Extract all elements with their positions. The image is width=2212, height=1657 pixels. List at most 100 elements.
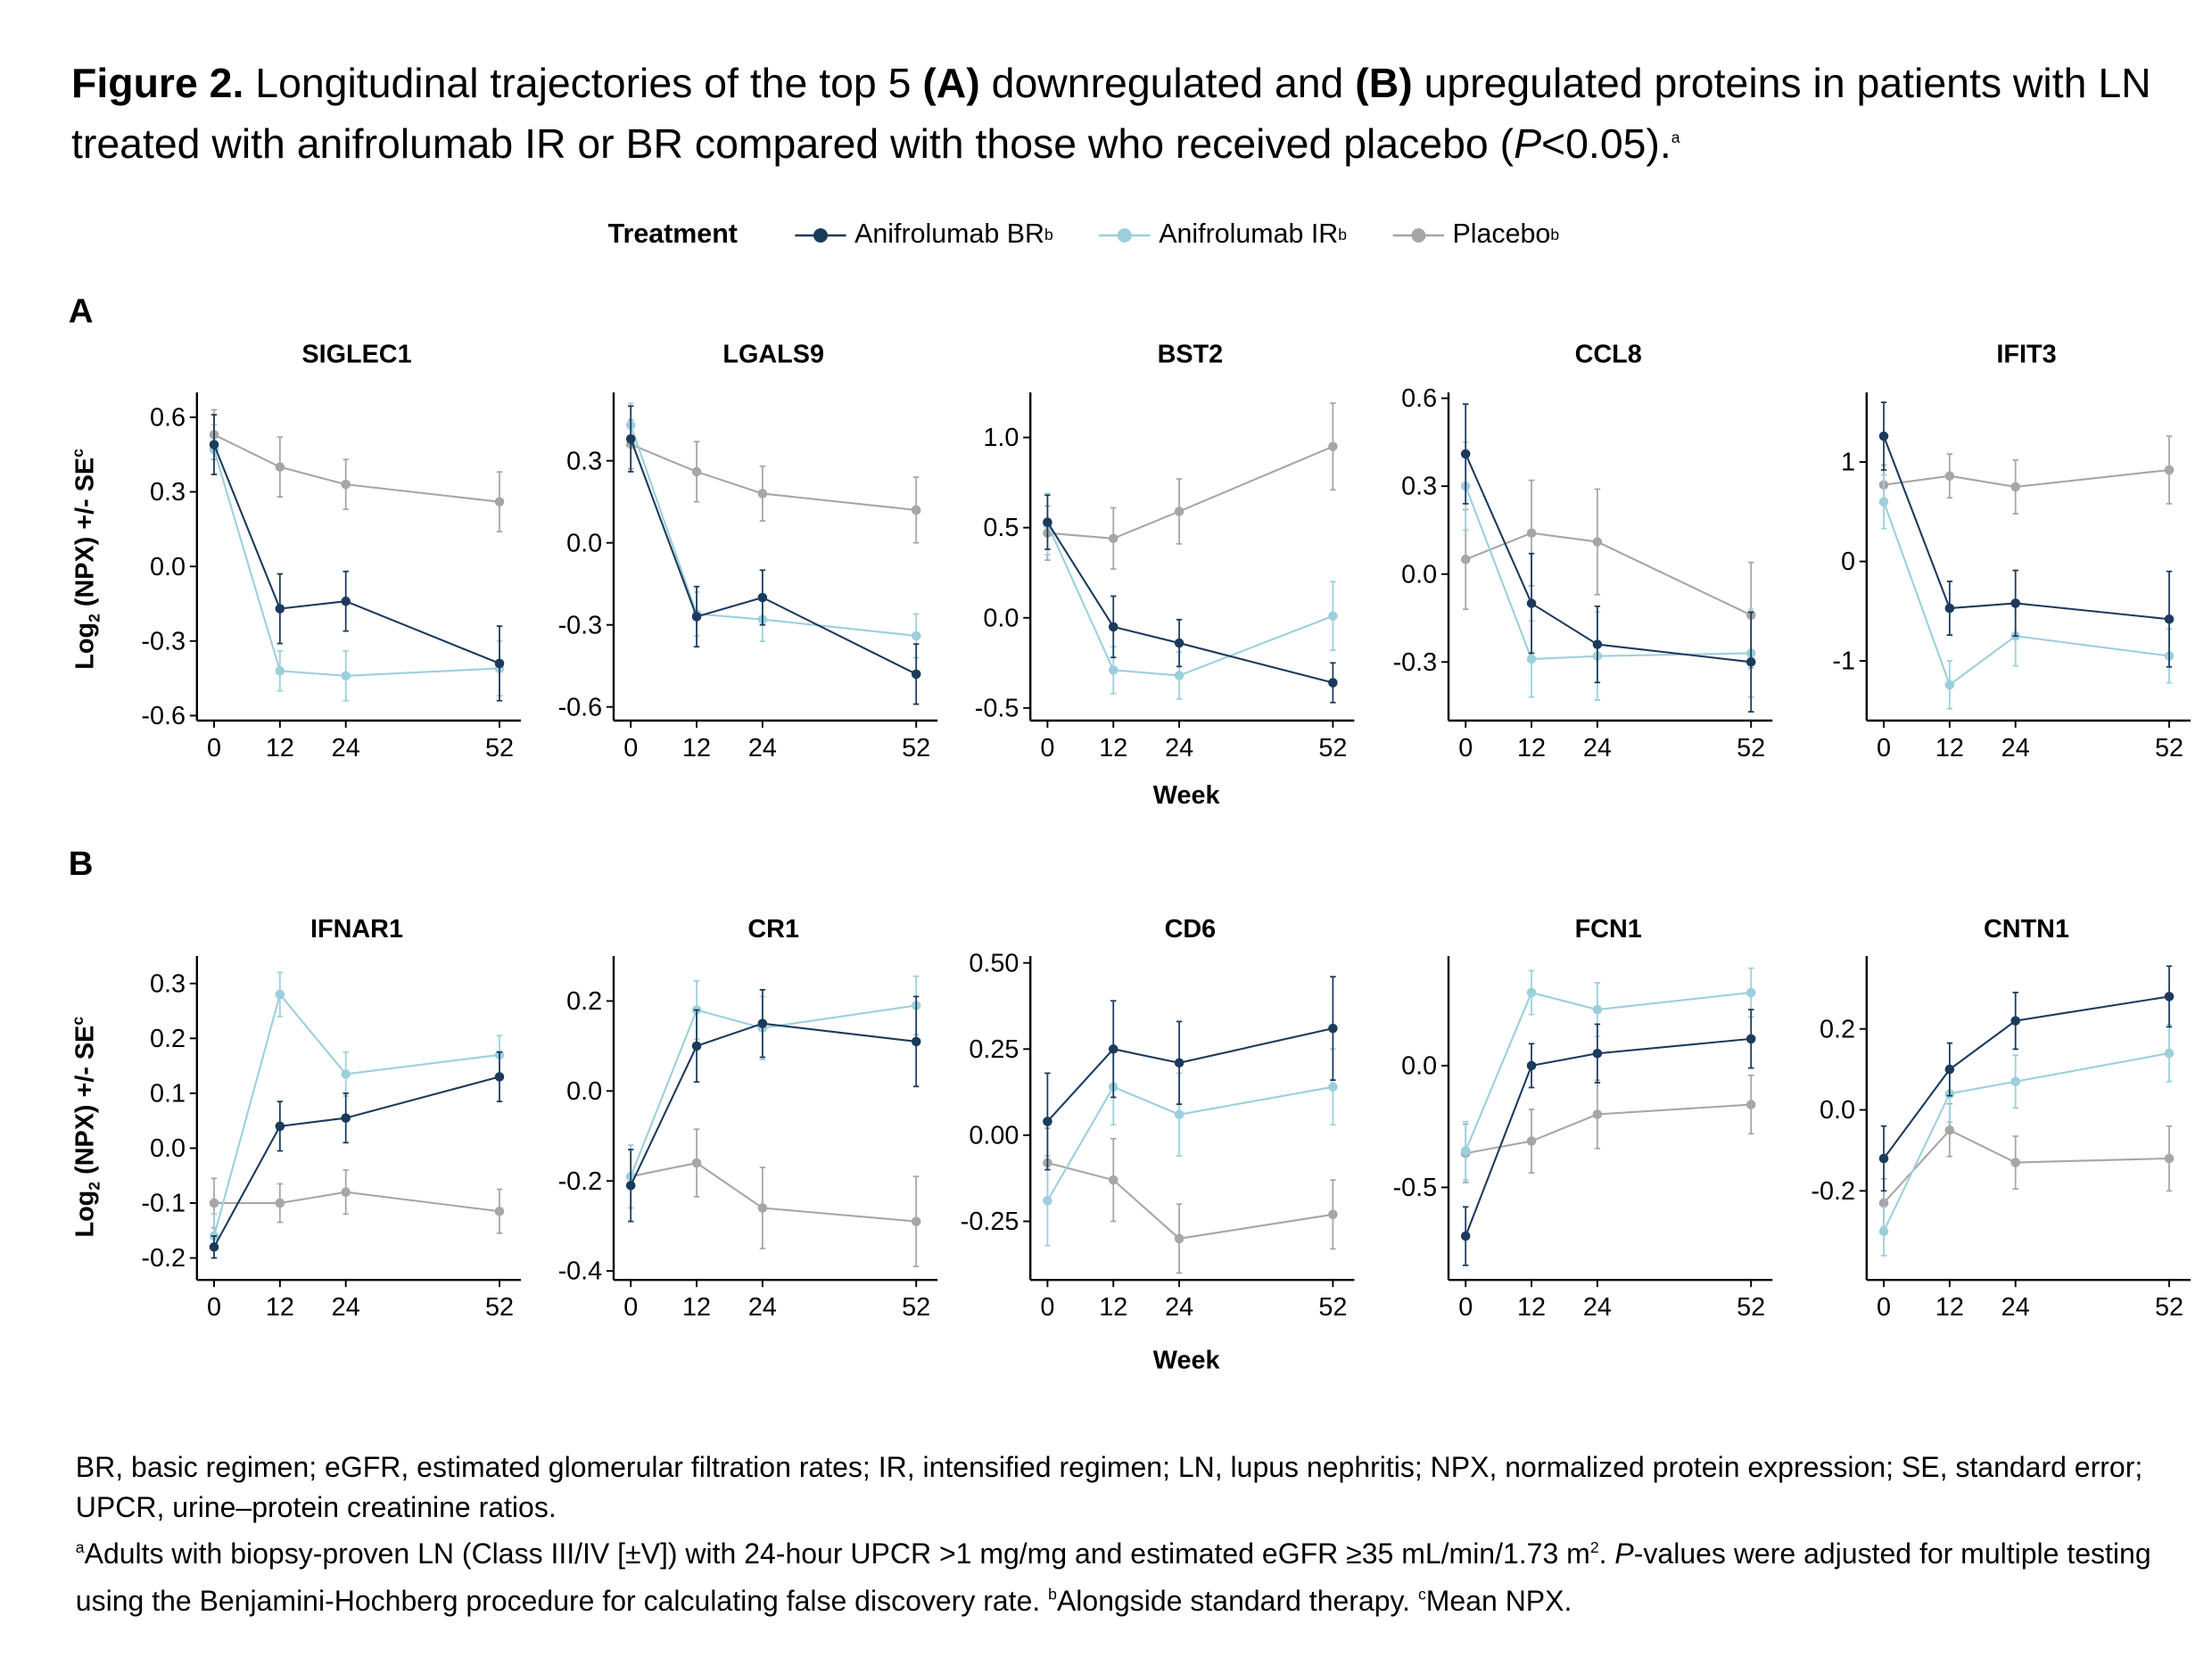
- data-point: [1944, 1125, 1955, 1135]
- series-line: [630, 1004, 917, 1177]
- y-tick-label: 0.0: [1401, 560, 1437, 589]
- data-point: [2164, 992, 2175, 1002]
- series-placebo: [1043, 402, 1338, 571]
- data-point: [1043, 1196, 1052, 1206]
- data-point: [691, 1158, 702, 1168]
- panel-fcn1: -0.5 0.0 0 12 24 52: [1393, 956, 1773, 1322]
- data-point: [911, 631, 921, 641]
- y-tick-label: 0.00: [969, 1122, 1019, 1150]
- panel-siglec1: -0.6 -0.3 0.0 0.3 0.6 0 12 24 52: [141, 392, 522, 763]
- y-tick-label: 0.5: [983, 514, 1019, 542]
- data-point: [1592, 639, 1603, 649]
- series-line: [630, 1161, 917, 1223]
- panel-title: IFIT3: [1996, 339, 2057, 368]
- data-point: [1746, 657, 1756, 667]
- series-placebo: [209, 1169, 505, 1234]
- x-tick-label: 0: [1040, 1293, 1054, 1322]
- x-tick-label: 24: [1165, 1293, 1193, 1322]
- panel-title: SIGLEC1: [301, 339, 412, 368]
- x-tick-label: 24: [332, 734, 360, 763]
- x-tick-label: 24: [332, 1293, 360, 1322]
- x-tick-label: 52: [2155, 734, 2183, 763]
- data-point: [757, 1203, 768, 1213]
- data-point: [1108, 665, 1118, 675]
- x-tick-label: 24: [1583, 1293, 1612, 1322]
- legend-title: Treatment: [607, 219, 738, 250]
- y-tick-label: -0.3: [141, 627, 186, 655]
- data-point: [1108, 533, 1118, 544]
- series-anifrolumab-br: [625, 405, 921, 705]
- x-tick-label: 12: [1517, 1293, 1546, 1322]
- data-point: [1174, 1233, 1184, 1244]
- data-point: [1526, 528, 1537, 538]
- panel-title: CD6: [1164, 914, 1217, 944]
- data-point: [1592, 537, 1603, 547]
- data-point: [1043, 517, 1052, 527]
- legend-label: Placebo: [1452, 219, 1551, 250]
- series-placebo: [209, 408, 505, 533]
- panel-ifnar1: -0.2 -0.1 0.0 0.1 0.2 0.3 0 12 24 52: [141, 956, 522, 1322]
- data-point: [1592, 1048, 1603, 1059]
- data-point: [494, 1206, 505, 1216]
- series-placebo: [1460, 479, 1756, 669]
- series-placebo: [625, 1128, 921, 1267]
- data-point: [209, 1198, 219, 1208]
- x-tick-label: 52: [485, 1293, 514, 1322]
- y-tick-label: -0.3: [1393, 648, 1438, 677]
- fn-p: P: [1614, 1538, 1634, 1571]
- x-tick-label: 12: [266, 1293, 294, 1322]
- series-anifrolumab-br: [625, 988, 921, 1223]
- series-anifrolumab-br: [1878, 401, 2175, 668]
- panel-label-b: B: [68, 845, 94, 884]
- data-point: [1746, 1100, 1756, 1109]
- x-tick-label: 0: [1040, 734, 1054, 763]
- series-anifrolumab-br: [209, 414, 505, 702]
- data-point: [341, 1187, 351, 1197]
- series-line: [1465, 991, 1752, 1151]
- x-tick-label: 12: [682, 1293, 711, 1322]
- y-tick-label: -0.2: [141, 1244, 186, 1273]
- x-tick-label: 52: [1318, 1293, 1347, 1322]
- title-b: (B): [1355, 61, 1413, 107]
- data-point: [1526, 654, 1537, 664]
- y-tick-label: 1: [1841, 449, 1855, 477]
- x-tick-label: 0: [1458, 734, 1473, 763]
- series-line: [1465, 485, 1752, 661]
- data-point: [1460, 555, 1471, 565]
- footnote-abbreviations: BR, basic regimen; eGFR, estimated glome…: [75, 1452, 2143, 1524]
- data-point: [2164, 1153, 2175, 1164]
- x-tick-label: 24: [2002, 1293, 2030, 1322]
- y-tick-label: 0.0: [566, 1077, 602, 1106]
- series-anifrolumab-ir: [1460, 441, 1756, 701]
- data-point: [275, 1198, 285, 1208]
- legend-swatch-br: [794, 228, 846, 243]
- panel-label-a: A: [68, 293, 94, 332]
- series-line: [1047, 445, 1333, 540]
- x-tick-label: 0: [623, 1293, 638, 1322]
- y-tick-label: 0.25: [969, 1035, 1019, 1064]
- y-tick-label: 0.0: [1401, 1051, 1437, 1080]
- panel-ccl8: -0.3 0.0 0.3 0.6 0 12 24 52: [1393, 384, 1773, 763]
- legend-swatch-ir: [1099, 228, 1151, 243]
- data-point: [275, 604, 285, 614]
- x-tick-label: 24: [748, 734, 777, 763]
- series-anifrolumab-br: [1460, 1009, 1756, 1266]
- data-point: [691, 1041, 702, 1051]
- y-tick-label: -0.6: [141, 702, 186, 730]
- x-tick-label: 52: [902, 734, 930, 763]
- data-point: [1746, 1034, 1756, 1044]
- panel-cr1: -0.4 -0.2 0.0 0.2 0 12 24 52: [558, 956, 938, 1322]
- data-point: [625, 1180, 636, 1191]
- panel-title: CR1: [747, 914, 799, 944]
- x-tick-label: 52: [2155, 1293, 2183, 1322]
- series-anifrolumab-br: [209, 1051, 505, 1259]
- data-point: [2010, 1016, 2020, 1026]
- series-anifrolumab-br: [1878, 965, 2175, 1192]
- series-line: [1465, 532, 1752, 616]
- legend-label: Anifrolumab IR: [1159, 219, 1339, 250]
- data-point: [691, 612, 702, 622]
- x-tick-label: 12: [1099, 734, 1127, 763]
- series-anifrolumab-ir: [1460, 967, 1756, 1182]
- data-point: [1592, 1004, 1603, 1015]
- series-line: [1046, 1027, 1333, 1123]
